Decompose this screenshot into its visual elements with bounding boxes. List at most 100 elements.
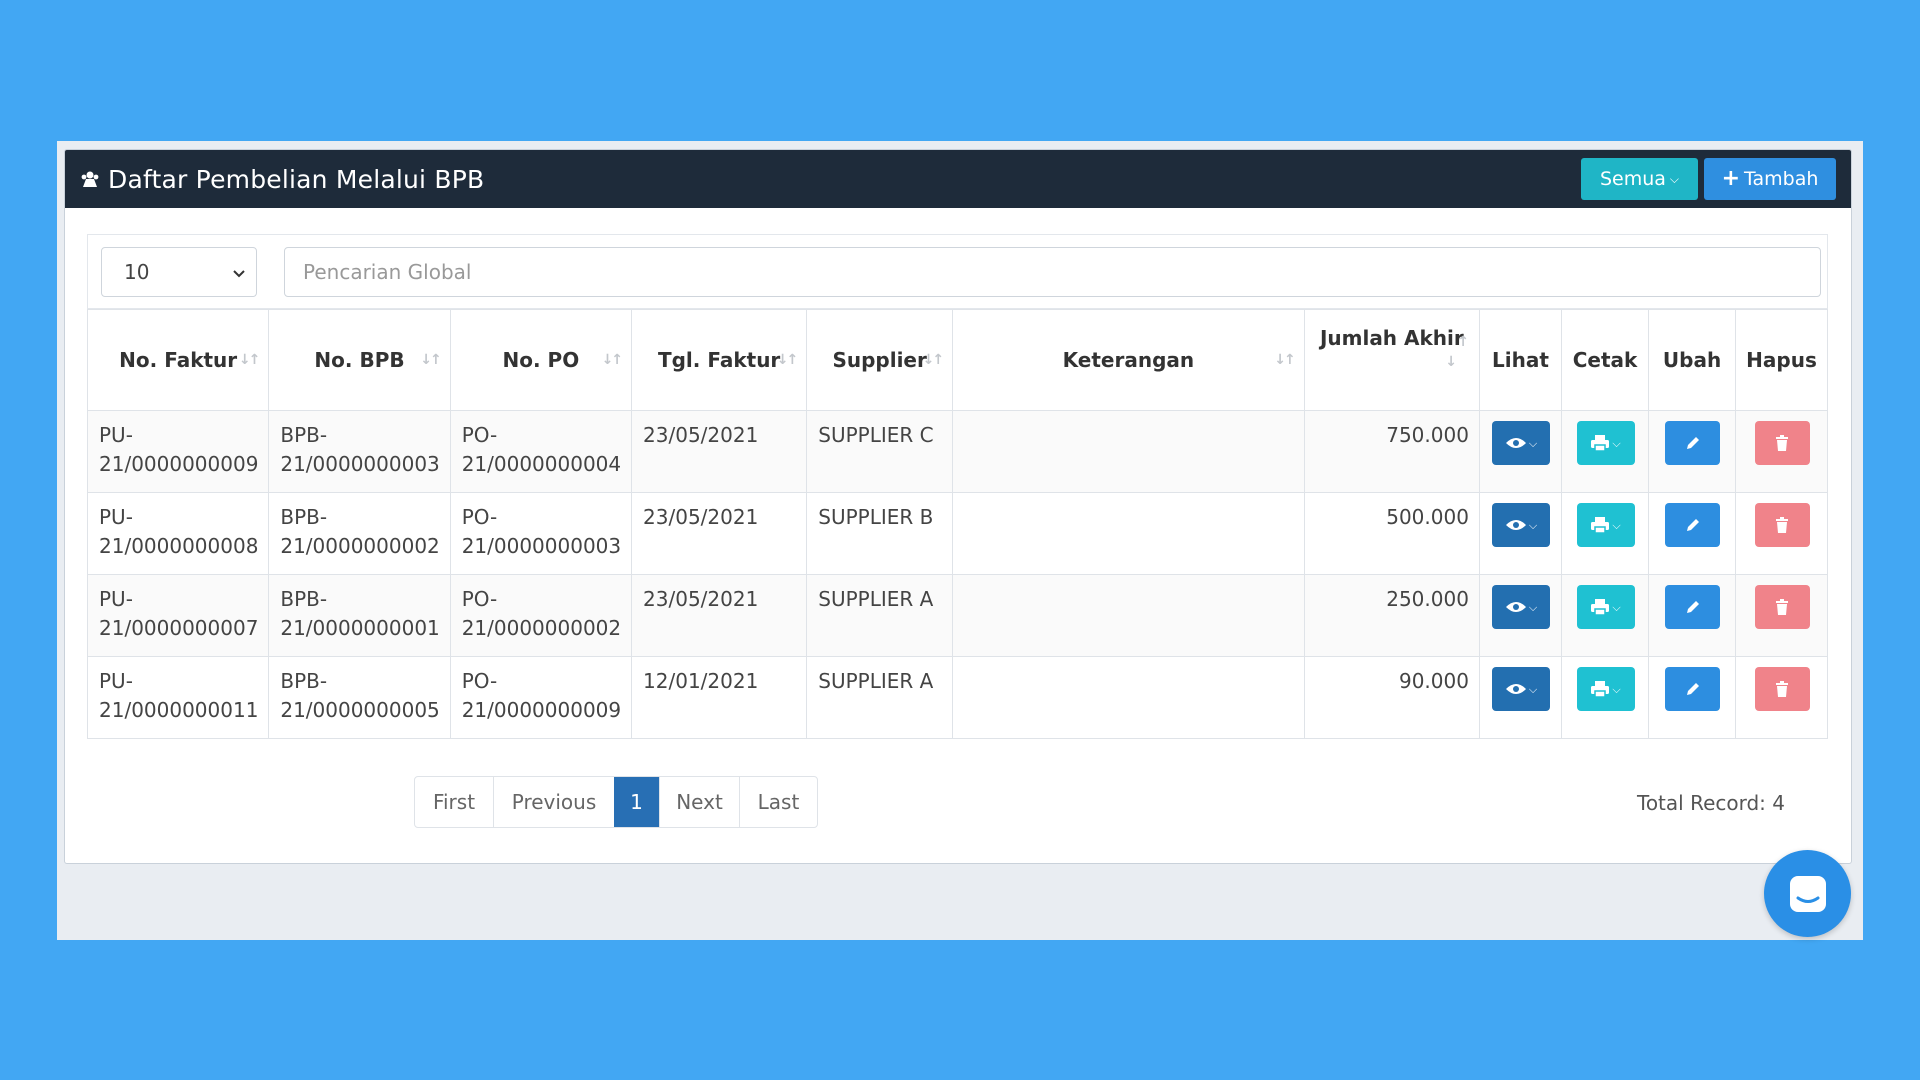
no-po-prefix: PO- [461, 669, 498, 693]
keterangan-cell [952, 574, 1305, 657]
table-toolbar: 10 [87, 234, 1828, 309]
trash-icon [1776, 517, 1789, 533]
no-po-number: 21/0000000009 [461, 698, 622, 722]
chat-launcher-button[interactable] [1764, 850, 1851, 937]
chevron-down-icon: ⌵ [1528, 436, 1538, 450]
page-last-button[interactable]: Last [739, 777, 817, 827]
purchase-table: No. Faktur ↓↑ No. BPB ↓↑ No. PO ↓↑ Tgl. Fak… [86, 309, 1828, 739]
lihat-cell: ⌵ [1478, 574, 1563, 657]
page-next-button[interactable]: Next [659, 777, 739, 827]
edit-button[interactable] [1665, 421, 1721, 465]
jumlah-akhir-cell: 90.000 [1303, 656, 1480, 739]
col-header-jumlah-akhir[interactable]: Jumlah Akhir ↑ ↓ [1303, 309, 1480, 411]
supplier-cell: SUPPLIER B [806, 492, 954, 575]
no-faktur-number: 21/0000000011 [99, 698, 259, 722]
add-button[interactable]: + Tambah [1704, 158, 1836, 200]
chevron-down-icon: ⌵ [1612, 600, 1621, 614]
keterangan-cell [952, 492, 1305, 575]
no-faktur-cell[interactable]: PU- 21/0000000008 [86, 492, 270, 575]
col-header-no-bpb[interactable]: No. BPB ↓↑ [268, 309, 451, 411]
col-header-supplier[interactable]: Supplier ↓↑ [806, 309, 954, 411]
page-title-wrap: Daftar Pembelian Melalui BPB [80, 165, 484, 194]
eye-icon [1505, 520, 1526, 530]
no-faktur-prefix: PU- [99, 505, 133, 529]
print-button[interactable]: ⌵ [1576, 421, 1635, 465]
eye-icon [1505, 438, 1526, 448]
jumlah-akhir-cell: 250.000 [1303, 574, 1480, 657]
page-first-button[interactable]: First [432, 790, 476, 814]
sort-icon: ↓↑ [601, 352, 624, 368]
page-previous-button[interactable]: Previous [493, 777, 614, 827]
delete-button[interactable] [1754, 421, 1810, 465]
no-po-cell: PO- 21/0000000002 [449, 574, 633, 657]
table-row: PU- 21/0000000008 BPB- 21/0000000002 PO- 21… [86, 492, 1828, 575]
chevron-down-icon: ⌵ [1612, 518, 1621, 532]
col-header-tgl-faktur[interactable]: Tgl. Faktur ↓↑ [631, 309, 808, 411]
no-po-cell: PO- 21/0000000003 [449, 492, 633, 575]
purchase-list-panel: Daftar Pembelian Melalui BPB Semua ⌵ + T… [64, 149, 1852, 864]
print-button[interactable]: ⌵ [1576, 667, 1635, 711]
edit-button[interactable] [1665, 585, 1721, 629]
print-button[interactable]: ⌵ [1576, 585, 1635, 629]
pencil-icon [1686, 683, 1699, 695]
print-icon [1591, 681, 1610, 698]
chevron-down-icon: ⌵ [1528, 682, 1538, 696]
no-faktur-prefix: PU- [99, 423, 133, 447]
sort-up-icon: ↑ [1457, 334, 1469, 350]
tgl-faktur-cell: 23/05/2021 [631, 574, 808, 657]
no-bpb-number: 21/0000000003 [280, 452, 440, 476]
delete-button[interactable] [1754, 667, 1810, 711]
header-actions: Semua ⌵ + Tambah [1581, 158, 1836, 200]
no-bpb-number: 21/0000000005 [280, 698, 440, 722]
view-button[interactable]: ⌵ [1492, 503, 1550, 547]
no-faktur-cell[interactable]: PU- 21/0000000009 [86, 410, 270, 493]
chevron-down-icon: ⌵ [1612, 436, 1621, 450]
col-label: No. Faktur [119, 348, 238, 372]
print-button[interactable]: ⌵ [1576, 503, 1635, 547]
hapus-cell [1735, 410, 1828, 493]
lihat-cell: ⌵ [1478, 492, 1563, 575]
keterangan-cell [952, 410, 1305, 493]
col-header-no-faktur[interactable]: No. Faktur ↓↑ [86, 309, 270, 411]
filter-semua-label: Semua [1599, 168, 1666, 190]
col-header-no-po[interactable]: No. PO ↓↑ [449, 309, 633, 411]
no-po-number: 21/0000000004 [461, 452, 622, 476]
edit-button[interactable] [1665, 503, 1721, 547]
trash-icon [1776, 599, 1789, 615]
delete-button[interactable] [1754, 585, 1810, 629]
col-label: Keterangan [1062, 348, 1195, 372]
view-button[interactable]: ⌵ [1492, 585, 1550, 629]
pencil-icon [1686, 437, 1699, 449]
no-faktur-cell[interactable]: PU- 21/0000000011 [86, 656, 270, 739]
no-faktur-cell[interactable]: PU- 21/0000000007 [86, 574, 270, 657]
jumlah-akhir-cell: 750.000 [1303, 410, 1480, 493]
sort-down-icon: ↓ [1445, 354, 1457, 370]
hapus-cell [1735, 492, 1828, 575]
no-po-number: 21/0000000002 [461, 616, 622, 640]
no-bpb-cell: BPB- 21/0000000005 [268, 656, 451, 739]
view-button[interactable]: ⌵ [1492, 667, 1550, 711]
hapus-cell [1735, 656, 1828, 739]
ubah-cell [1648, 656, 1737, 739]
sort-icon: ↓↑ [238, 352, 261, 368]
supplier-cell: SUPPLIER A [806, 574, 954, 657]
lihat-cell: ⌵ [1478, 410, 1563, 493]
table-row: PU- 21/0000000011 BPB- 21/0000000005 PO- 21… [86, 656, 1828, 739]
no-bpb-prefix: BPB- [280, 423, 328, 447]
page-size-select[interactable]: 10 [101, 247, 257, 297]
no-bpb-cell: BPB- 21/0000000002 [268, 492, 451, 575]
delete-button[interactable] [1754, 503, 1810, 547]
no-po-prefix: PO- [461, 587, 498, 611]
no-po-cell: PO- 21/0000000004 [449, 410, 633, 493]
app-window: Daftar Pembelian Melalui BPB Semua ⌵ + T… [57, 141, 1863, 940]
page-current-button[interactable]: 1 [614, 777, 659, 827]
col-header-keterangan[interactable]: Keterangan ↓↑ [952, 309, 1305, 411]
edit-button[interactable] [1665, 667, 1721, 711]
col-header-lihat: Lihat [1478, 309, 1563, 411]
view-button[interactable]: ⌵ [1492, 421, 1550, 465]
pencil-icon [1686, 601, 1699, 613]
filter-semua-button[interactable]: Semua ⌵ [1581, 158, 1698, 200]
global-search-input[interactable] [284, 247, 1821, 297]
pencil-icon [1686, 519, 1699, 531]
page-title: Daftar Pembelian Melalui BPB [108, 164, 485, 194]
